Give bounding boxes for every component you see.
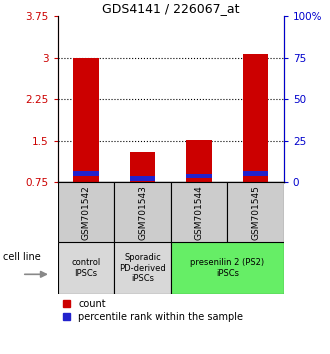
Text: GSM701542: GSM701542	[82, 185, 90, 240]
Bar	[186, 174, 212, 178]
Title: GDS4141 / 226067_at: GDS4141 / 226067_at	[102, 2, 240, 15]
Bar	[73, 58, 99, 182]
Text: GSM701545: GSM701545	[251, 185, 260, 240]
Bar	[171, 182, 227, 242]
Bar	[130, 152, 155, 182]
Bar	[171, 242, 284, 294]
Text: control
IPSCs: control IPSCs	[71, 258, 101, 278]
Text: GSM701544: GSM701544	[194, 185, 204, 240]
Text: Sporadic
PD-derived
iPSCs: Sporadic PD-derived iPSCs	[119, 253, 166, 283]
Bar	[58, 242, 114, 294]
Bar	[243, 54, 268, 182]
Bar	[114, 242, 171, 294]
Bar	[243, 171, 268, 176]
Bar	[186, 139, 212, 182]
Text: presenilin 2 (PS2)
iPSCs: presenilin 2 (PS2) iPSCs	[190, 258, 264, 278]
Legend: count, percentile rank within the sample: count, percentile rank within the sample	[63, 299, 243, 321]
Bar	[130, 176, 155, 181]
Bar	[227, 182, 284, 242]
Bar	[114, 182, 171, 242]
Text: cell line: cell line	[3, 252, 41, 262]
Bar	[58, 182, 114, 242]
Bar	[73, 171, 99, 176]
Text: GSM701543: GSM701543	[138, 185, 147, 240]
